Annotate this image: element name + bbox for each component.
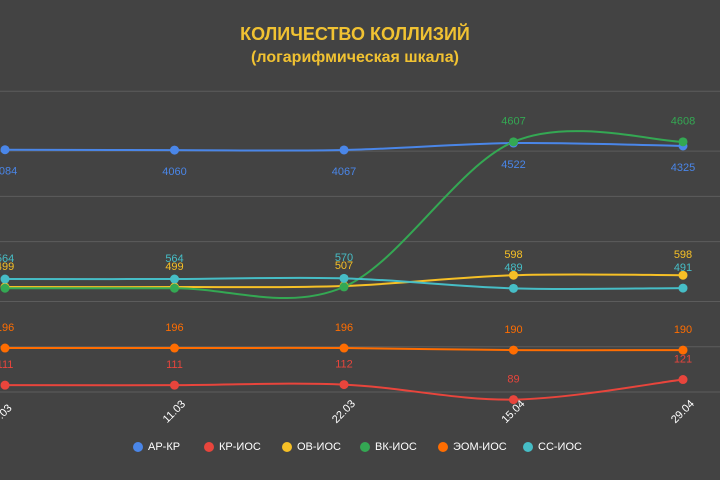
legend-marker bbox=[282, 442, 292, 452]
data-point bbox=[170, 274, 179, 284]
data-label: 491 bbox=[674, 262, 692, 274]
legend-label: ЭОМ-ИОС bbox=[453, 441, 507, 453]
data-label: 4325 bbox=[671, 162, 695, 174]
data-label: 190 bbox=[674, 324, 692, 336]
data-point bbox=[339, 273, 349, 283]
data-point bbox=[339, 343, 349, 353]
data-label: 196 bbox=[0, 322, 14, 334]
data-point bbox=[339, 282, 349, 292]
data-label: 196 bbox=[165, 322, 183, 334]
data-label: 598 bbox=[504, 249, 522, 261]
legend-marker bbox=[133, 442, 143, 452]
data-label: 4067 bbox=[332, 166, 356, 178]
data-label: 499 bbox=[165, 261, 183, 273]
chart-subtitle: (логарифмическая шкала) bbox=[251, 49, 459, 66]
data-label: 4608 bbox=[671, 116, 695, 128]
data-label: 89 bbox=[507, 374, 519, 386]
data-label: 489 bbox=[504, 262, 522, 274]
data-point bbox=[509, 345, 518, 355]
legend-label: АР-КР bbox=[148, 441, 180, 453]
data-label: 499 bbox=[0, 261, 14, 273]
data-label: 121 bbox=[674, 353, 692, 365]
data-label: 564 bbox=[0, 253, 14, 265]
data-label: 111 bbox=[0, 359, 13, 371]
legend-label: КР-ИОС bbox=[219, 441, 261, 453]
data-point bbox=[0, 380, 10, 390]
legend-label: ВК-ИОС bbox=[375, 441, 417, 453]
data-point bbox=[170, 380, 179, 390]
data-label: 507 bbox=[335, 260, 353, 272]
data-point bbox=[509, 395, 518, 405]
data-label: 190 bbox=[504, 324, 522, 336]
data-point bbox=[170, 283, 179, 293]
data-label: 598 bbox=[674, 249, 692, 261]
data-point bbox=[678, 375, 688, 385]
legend-label: СС-ИОС bbox=[538, 441, 582, 453]
data-point bbox=[509, 283, 518, 293]
legend-label: ОВ-ИОС bbox=[297, 441, 341, 453]
data-point bbox=[509, 137, 518, 147]
data-point bbox=[678, 270, 688, 280]
data-point bbox=[678, 137, 688, 147]
data-point bbox=[0, 145, 10, 155]
data-label: 570 bbox=[335, 252, 353, 264]
legend-marker bbox=[523, 442, 533, 452]
data-point bbox=[339, 145, 349, 155]
data-point bbox=[509, 270, 518, 280]
data-label: 4060 bbox=[162, 166, 186, 178]
data-point bbox=[678, 283, 688, 293]
data-label: 4607 bbox=[501, 116, 525, 128]
data-point bbox=[170, 145, 179, 155]
data-point bbox=[339, 380, 349, 390]
chart-title: КОЛИЧЕСТВО КОЛЛИЗИЙ bbox=[240, 23, 470, 44]
data-label: 564 bbox=[165, 253, 183, 265]
legend-marker bbox=[438, 442, 448, 452]
data-point bbox=[170, 343, 179, 353]
data-point bbox=[0, 343, 10, 353]
data-label: 111 bbox=[166, 359, 183, 371]
legend-marker bbox=[360, 442, 370, 452]
data-label: 4522 bbox=[501, 159, 525, 171]
data-label: 112 bbox=[335, 359, 353, 371]
legend-marker bbox=[204, 442, 214, 452]
data-point bbox=[678, 345, 688, 355]
data-point bbox=[0, 274, 10, 284]
data-label: 196 bbox=[335, 322, 353, 334]
data-point bbox=[0, 283, 10, 293]
